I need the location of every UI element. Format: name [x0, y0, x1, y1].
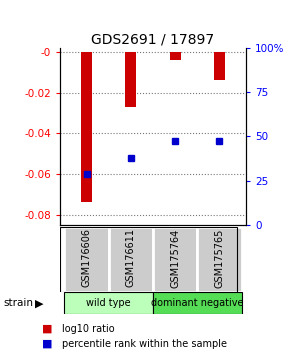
Bar	[153, 227, 197, 292]
Bar	[109, 227, 153, 292]
Title: GDS2691 / 17897: GDS2691 / 17897	[92, 33, 214, 47]
Bar	[197, 227, 242, 292]
Text: ■: ■	[42, 339, 52, 349]
Text: ▶: ▶	[35, 298, 43, 308]
Bar	[153, 292, 242, 314]
Text: log10 ratio: log10 ratio	[61, 324, 114, 333]
Text: percentile rank within the sample: percentile rank within the sample	[61, 339, 226, 349]
Bar	[81, 52, 92, 202]
Text: GSM176611: GSM176611	[126, 228, 136, 287]
Text: GSM175764: GSM175764	[170, 228, 180, 287]
Bar	[169, 52, 181, 60]
Text: GSM176606: GSM176606	[82, 228, 92, 287]
Text: wild type: wild type	[86, 298, 131, 308]
Text: dominant negative: dominant negative	[151, 298, 244, 308]
Bar	[214, 52, 225, 80]
Bar	[125, 52, 136, 107]
Bar	[64, 227, 109, 292]
Text: ■: ■	[42, 324, 52, 333]
Text: GSM175765: GSM175765	[214, 228, 224, 288]
Bar	[64, 292, 153, 314]
Text: strain: strain	[3, 298, 33, 308]
